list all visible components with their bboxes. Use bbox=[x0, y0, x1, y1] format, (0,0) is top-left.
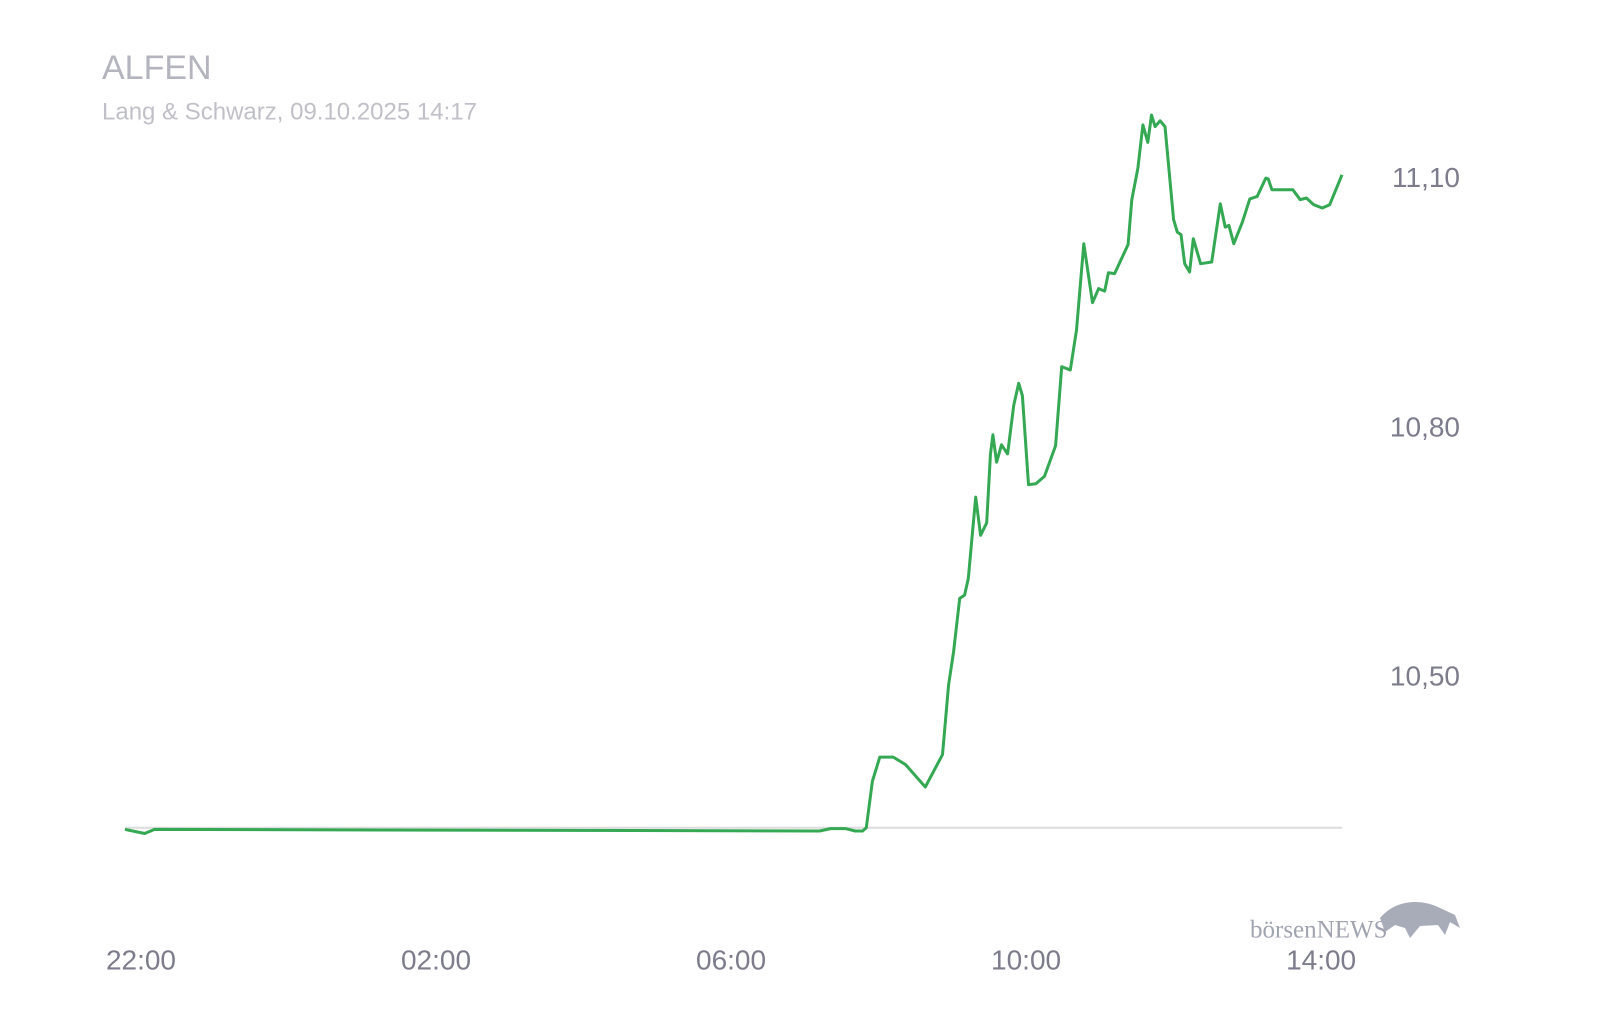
y-tick-label: 11,10 bbox=[1392, 162, 1460, 193]
logo: börsenNEWS bbox=[1250, 902, 1460, 944]
x-tick-label: 14:00 bbox=[1286, 944, 1356, 975]
chart-title: ALFEN bbox=[102, 49, 212, 87]
y-tick-label: 10,80 bbox=[1390, 411, 1460, 442]
x-tick-label: 02:00 bbox=[401, 944, 471, 975]
chart-subtitle: Lang & Schwarz, 09.10.2025 14:17 bbox=[102, 98, 477, 125]
y-tick-label: 10,50 bbox=[1390, 661, 1460, 692]
logo-text: börsenNEWS bbox=[1250, 917, 1387, 944]
logo-bull bbox=[1380, 902, 1460, 938]
x-tick-label: 06:00 bbox=[696, 944, 766, 975]
x-tick-label: 10:00 bbox=[991, 944, 1061, 975]
price-line bbox=[124, 113, 1344, 835]
x-tick-label: 22:00 bbox=[106, 944, 176, 975]
